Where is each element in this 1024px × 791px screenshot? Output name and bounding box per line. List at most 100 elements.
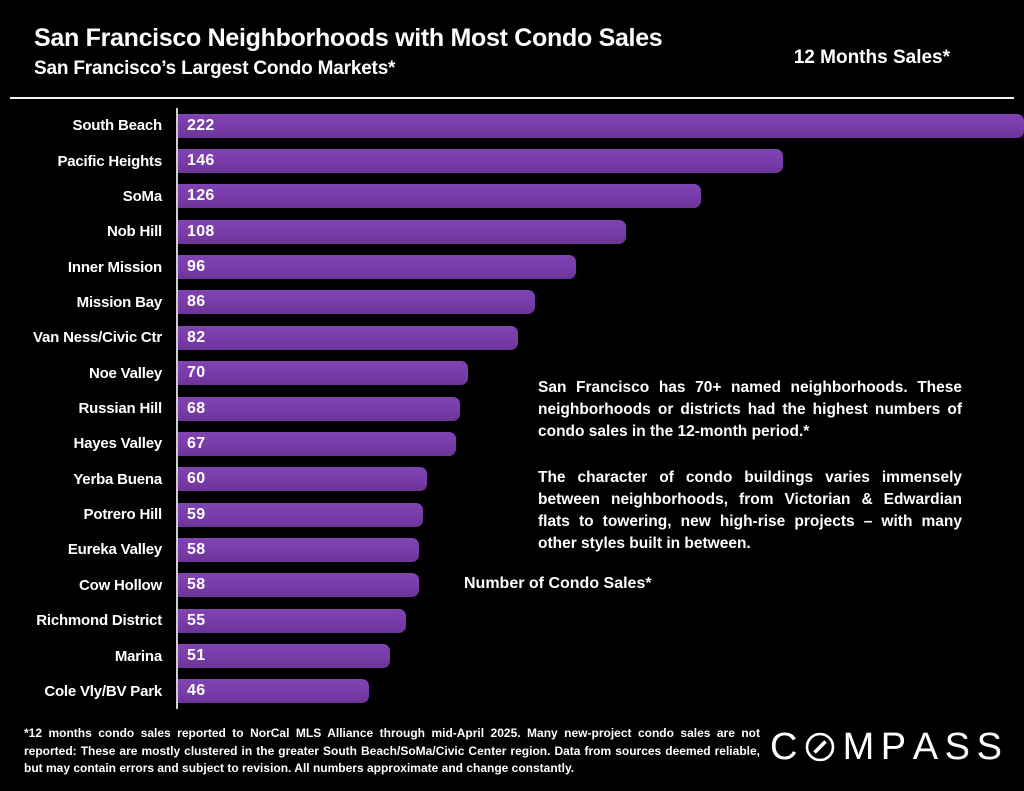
chart-row: Hayes Valley 67 bbox=[0, 426, 1024, 461]
chart-row: Richmond District 55 bbox=[0, 603, 1024, 638]
bar-area: 82 bbox=[178, 325, 1024, 350]
bar-value-label: 58 bbox=[187, 576, 206, 594]
bar: 46 bbox=[178, 679, 369, 704]
bar-value-label: 96 bbox=[187, 258, 206, 276]
bar-area: 108 bbox=[178, 219, 1024, 244]
bar-area: 58 bbox=[178, 573, 1024, 598]
bar-value-label: 222 bbox=[187, 116, 215, 134]
bar-area: 67 bbox=[178, 431, 1024, 456]
bar-area: 58 bbox=[178, 537, 1024, 562]
bar-value-label: 46 bbox=[187, 682, 206, 700]
chart-row: Russian Hill 68 bbox=[0, 391, 1024, 426]
bar-area: 51 bbox=[178, 644, 1024, 669]
logo-letter-s1: S bbox=[944, 726, 970, 768]
annotation-paragraph-2: The character of condo buildings varies … bbox=[538, 469, 962, 552]
bar: 68 bbox=[178, 396, 460, 421]
bar-value-label: 82 bbox=[187, 328, 206, 346]
bar-area: 60 bbox=[178, 467, 1024, 492]
category-label: Pacific Heights bbox=[57, 152, 162, 170]
chart-row: Yerba Buena 60 bbox=[0, 462, 1024, 497]
bar: 86 bbox=[178, 290, 535, 315]
category-label: Inner Mission bbox=[67, 258, 162, 276]
logo-letter-a: A bbox=[912, 726, 939, 768]
bar-area: 68 bbox=[178, 396, 1024, 421]
bar-area: 59 bbox=[178, 502, 1024, 527]
category-label: South Beach bbox=[72, 117, 163, 135]
bar-value-label: 67 bbox=[187, 434, 206, 452]
bar: 60 bbox=[178, 467, 427, 492]
category-label: Marina bbox=[114, 647, 162, 665]
bar: 70 bbox=[178, 361, 469, 386]
chart-row: Mission Bay 86 bbox=[0, 285, 1024, 320]
page-title: San Francisco Neighborhoods with Most Co… bbox=[34, 24, 663, 52]
chart-row: South Beach 222 bbox=[0, 108, 1024, 143]
bar-area: 96 bbox=[178, 255, 1024, 280]
category-label: Cow Hollow bbox=[79, 576, 162, 594]
bar-value-label: 55 bbox=[187, 611, 206, 629]
category-label: Yerba Buena bbox=[73, 470, 162, 488]
logo-letter-c: C bbox=[770, 726, 798, 768]
chart-row: SoMa 126 bbox=[0, 179, 1024, 214]
bar-chart: South Beach 222 Pacific Heights 146 SoMa… bbox=[0, 108, 1024, 709]
bar-area: 70 bbox=[178, 361, 1024, 386]
bar-value-label: 59 bbox=[187, 505, 206, 523]
bar-value-label: 86 bbox=[187, 293, 206, 311]
category-label: Van Ness/Civic Ctr bbox=[33, 329, 162, 347]
category-label: Hayes Valley bbox=[73, 435, 162, 453]
footnote-disclaimer: *12 months condo sales reported to NorCa… bbox=[24, 726, 760, 775]
bar: 126 bbox=[178, 184, 701, 209]
bar-area: 46 bbox=[178, 679, 1024, 704]
bar-area: 126 bbox=[178, 184, 1024, 209]
chart-row: Pacific Heights 146 bbox=[0, 143, 1024, 178]
category-label: SoMa bbox=[122, 187, 162, 205]
page-subtitle: San Francisco’s Largest Condo Markets* bbox=[34, 58, 396, 79]
bar: 108 bbox=[178, 219, 626, 244]
category-label: Richmond District bbox=[36, 612, 162, 630]
bar: 58 bbox=[178, 537, 419, 562]
annotation-paragraph-1: San Francisco has 70+ named neighborhood… bbox=[538, 379, 962, 440]
y-axis-line bbox=[176, 108, 178, 709]
bar: 146 bbox=[178, 149, 784, 174]
category-label: Cole Vly/BV Park bbox=[44, 682, 162, 700]
chart-row: Potrero Hill 59 bbox=[0, 497, 1024, 532]
bar-value-label: 51 bbox=[187, 647, 206, 665]
category-label: Noe Valley bbox=[88, 364, 162, 382]
chart-row: Cow Hollow 58 bbox=[0, 568, 1024, 603]
bar-value-label: 58 bbox=[187, 540, 206, 558]
category-label: Russian Hill bbox=[78, 400, 163, 418]
chart-row: Nob Hill 108 bbox=[0, 214, 1024, 249]
x-axis-label: Number of Condo Sales* bbox=[464, 575, 652, 592]
category-label: Nob Hill bbox=[106, 223, 162, 241]
chart-rows: South Beach 222 Pacific Heights 146 SoMa… bbox=[0, 108, 1024, 709]
bar-area: 146 bbox=[178, 149, 1024, 174]
header-right-label: 12 Months Sales* bbox=[793, 47, 950, 68]
bar-value-label: 68 bbox=[187, 399, 206, 417]
bar: 51 bbox=[178, 644, 390, 669]
bar: 82 bbox=[178, 325, 519, 350]
header-divider bbox=[10, 97, 1014, 99]
category-label: Potrero Hill bbox=[83, 506, 163, 524]
bar: 67 bbox=[178, 431, 456, 456]
chart-row: Cole Vly/BV Park 46 bbox=[0, 674, 1024, 709]
bar-value-label: 60 bbox=[187, 470, 206, 488]
bar: 222 bbox=[178, 113, 1024, 138]
bar: 55 bbox=[178, 608, 407, 633]
bar-area: 55 bbox=[178, 608, 1024, 633]
chart-row: Eureka Valley 58 bbox=[0, 532, 1024, 567]
bar: 59 bbox=[178, 502, 423, 527]
compass-o-needle-icon bbox=[805, 732, 835, 762]
category-label: Mission Bay bbox=[76, 293, 163, 311]
compass-logo: C M P A S S bbox=[770, 727, 1002, 767]
chart-row: Inner Mission 96 bbox=[0, 249, 1024, 284]
bar-value-label: 126 bbox=[187, 187, 215, 205]
chart-row: Noe Valley 70 bbox=[0, 356, 1024, 391]
annotation-block: San Francisco has 70+ named neighborhood… bbox=[538, 377, 962, 555]
chart-row: Marina 51 bbox=[0, 638, 1024, 673]
logo-letter-m: M bbox=[842, 726, 875, 768]
bar: 96 bbox=[178, 255, 577, 280]
category-label: Eureka Valley bbox=[67, 541, 162, 559]
bar: 58 bbox=[178, 573, 419, 598]
bar-area: 86 bbox=[178, 290, 1024, 315]
bar-value-label: 146 bbox=[187, 152, 215, 170]
chart-row: Van Ness/Civic Ctr 82 bbox=[0, 320, 1024, 355]
